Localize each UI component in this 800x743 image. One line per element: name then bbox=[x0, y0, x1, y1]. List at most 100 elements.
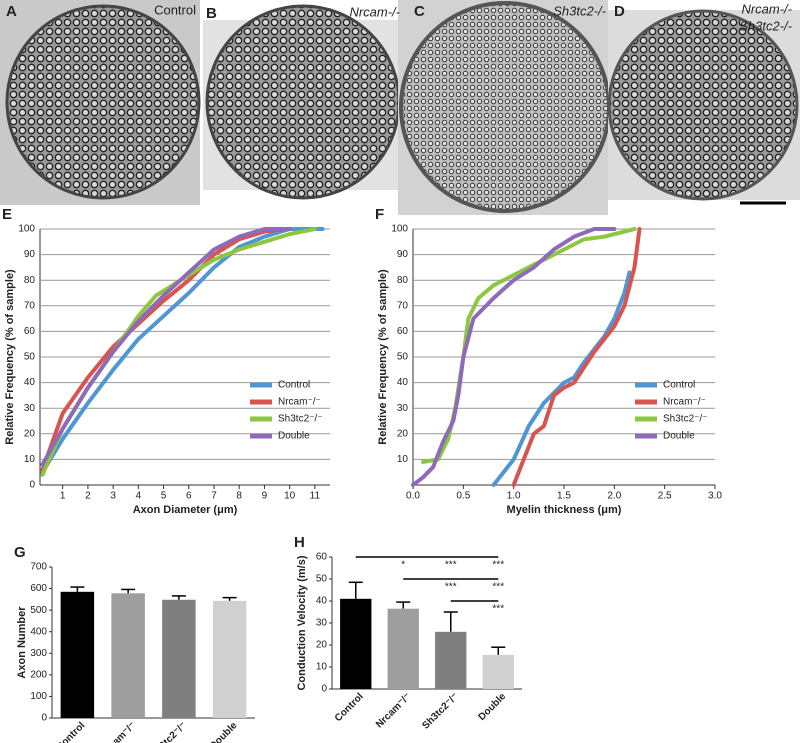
y-tick-label: 90 bbox=[397, 249, 409, 260]
y-tick-label: 60 bbox=[316, 552, 328, 563]
series-line bbox=[411, 227, 617, 487]
x-tick-label: 3 bbox=[110, 491, 116, 502]
significance-label: *** bbox=[445, 582, 457, 593]
x-tick-label: Control bbox=[333, 691, 366, 724]
legend-label: Sh3tc2⁻/⁻ bbox=[278, 414, 322, 425]
panel-letter: H bbox=[294, 534, 305, 551]
y-tick-label: 700 bbox=[30, 562, 47, 573]
x-tick-label: 2.5 bbox=[658, 491, 672, 502]
significance-label: *** bbox=[492, 582, 504, 593]
x-tick-label: 5 bbox=[161, 491, 167, 502]
x-tick-label: Double bbox=[208, 720, 240, 743]
x-tick-label: 0.5 bbox=[456, 491, 470, 502]
y-tick-label: 100 bbox=[18, 224, 35, 235]
micrograph bbox=[399, 1, 611, 213]
y-tick-label: 30 bbox=[316, 618, 328, 629]
panel-letter: D bbox=[614, 3, 625, 20]
y-tick-label: 400 bbox=[30, 626, 47, 637]
x-tick-label: 8 bbox=[236, 491, 242, 502]
image-label: Sh3tc2-/- bbox=[739, 18, 792, 33]
y-tick-label: 0 bbox=[29, 480, 35, 491]
y-tick-label: 40 bbox=[24, 377, 36, 388]
image-label: Nrcam-/- bbox=[349, 4, 400, 19]
y-tick-label: 10 bbox=[316, 662, 328, 673]
x-tick-label: 7 bbox=[211, 491, 217, 502]
legend-label: Control bbox=[278, 380, 310, 391]
legend-label: Double bbox=[278, 431, 310, 442]
y-axis-label: Axon Number bbox=[16, 606, 28, 679]
y-axis-label: Conduction Velocity (m/s) bbox=[296, 555, 308, 690]
legend-label: Sh3tc2⁻/⁻ bbox=[663, 414, 707, 425]
y-tick-label: 30 bbox=[397, 403, 409, 414]
image-label: Nrcam-/- bbox=[741, 1, 792, 16]
series-line bbox=[511, 227, 642, 487]
series-line bbox=[491, 270, 632, 487]
x-tick-label: Control bbox=[54, 720, 87, 743]
series-line bbox=[40, 227, 325, 475]
bar bbox=[212, 600, 247, 718]
y-tick-label: 70 bbox=[24, 300, 36, 311]
x-tick-label: 6 bbox=[186, 491, 192, 502]
bar bbox=[162, 599, 196, 718]
y-tick-label: 20 bbox=[316, 640, 328, 651]
bar bbox=[111, 593, 145, 718]
bar bbox=[387, 608, 419, 689]
y-tick-label: 90 bbox=[24, 249, 36, 260]
y-tick-label: 300 bbox=[30, 648, 47, 659]
legend-label: Control bbox=[663, 380, 695, 391]
panel-letter: C bbox=[414, 3, 425, 20]
series-line bbox=[40, 227, 317, 477]
y-axis-label: Relative Frequency (% of sample) bbox=[377, 269, 389, 445]
x-tick-label: 0.0 bbox=[406, 491, 420, 502]
y-axis-label: Relative Frequency (% of sample) bbox=[4, 269, 16, 445]
x-tick-label: Sh3tc2⁻/⁻ bbox=[148, 720, 188, 743]
y-tick-label: 0 bbox=[41, 713, 47, 724]
y-tick-label: 50 bbox=[24, 352, 36, 363]
legend-label: Double bbox=[663, 431, 695, 442]
x-tick-label: 4 bbox=[136, 491, 142, 502]
y-tick-label: 100 bbox=[391, 224, 408, 235]
series-line bbox=[40, 227, 292, 472]
y-tick-label: 70 bbox=[397, 300, 409, 311]
x-tick-label: 1.5 bbox=[557, 491, 571, 502]
x-tick-label: Nrcam⁻/⁻ bbox=[99, 720, 138, 743]
y-tick-label: 60 bbox=[397, 326, 409, 337]
x-tick-label: 2 bbox=[85, 491, 91, 502]
image-label: Sh3tc2-/- bbox=[553, 3, 606, 18]
y-tick-label: 50 bbox=[316, 574, 328, 585]
image-label: Control bbox=[154, 2, 196, 17]
x-axis-label: Axon Diameter (μm) bbox=[133, 504, 238, 516]
x-tick-label: Nrcam⁻/⁻ bbox=[374, 691, 413, 730]
x-tick-label: 10 bbox=[284, 491, 296, 502]
bar bbox=[435, 631, 467, 689]
bar bbox=[340, 598, 372, 689]
x-tick-label: 1.0 bbox=[507, 491, 521, 502]
x-tick-label: 2.0 bbox=[607, 491, 621, 502]
x-tick-label: 3.0 bbox=[708, 491, 722, 502]
y-tick-label: 10 bbox=[24, 454, 36, 465]
y-tick-label: 0 bbox=[321, 684, 327, 695]
micrograph bbox=[607, 9, 799, 201]
y-tick-label: 40 bbox=[397, 377, 409, 388]
panel-letter: B bbox=[206, 5, 217, 22]
legend-label: Nrcam⁻/⁻ bbox=[663, 397, 706, 408]
micrograph bbox=[205, 4, 401, 200]
y-tick-label: 50 bbox=[397, 352, 409, 363]
series-line bbox=[421, 227, 637, 464]
bar bbox=[482, 654, 514, 689]
significance-label: *** bbox=[492, 560, 504, 571]
x-tick-label: 9 bbox=[262, 491, 268, 502]
panel-letter: A bbox=[6, 3, 17, 20]
significance-label: *** bbox=[492, 604, 504, 615]
x-tick-label: Sh3tc2⁻/⁻ bbox=[420, 691, 460, 731]
y-tick-label: 30 bbox=[24, 403, 36, 414]
y-tick-label: 20 bbox=[397, 428, 409, 439]
panel-letter: F bbox=[375, 206, 384, 223]
x-tick-label: 11 bbox=[310, 491, 321, 502]
series-line bbox=[40, 227, 292, 467]
micrographs: A Control B Nrcam-/- C Sh3tc2-/- D Nrcam… bbox=[0, 0, 800, 215]
y-tick-label: 20 bbox=[24, 428, 36, 439]
x-axis-label: Myelin thickness (μm) bbox=[507, 504, 622, 516]
y-tick-label: 80 bbox=[24, 275, 36, 286]
